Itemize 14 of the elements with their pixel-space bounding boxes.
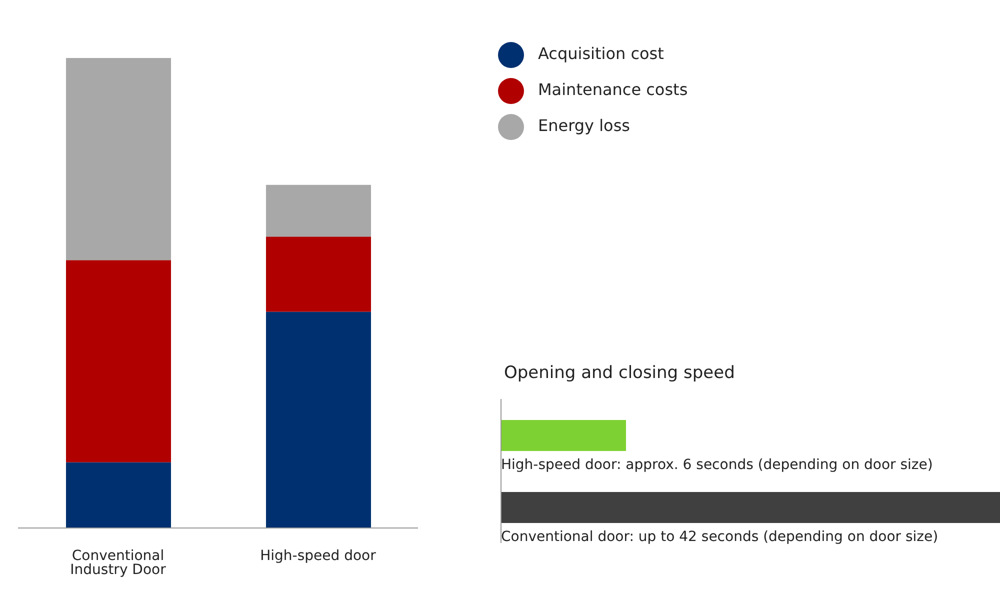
legend-label: Maintenance costs xyxy=(538,80,688,99)
x-tick-label: High-speed door xyxy=(260,548,376,564)
bar xyxy=(266,312,371,528)
bar xyxy=(66,260,171,462)
y-tick-label: Conventional door: up to 42 seconds (depending on door size) xyxy=(501,529,938,545)
legend-label: Energy loss xyxy=(538,116,630,135)
bar xyxy=(66,462,171,528)
x-tick-label: Conventional Industry Door xyxy=(70,548,166,578)
bar xyxy=(266,236,371,312)
legend-label: Acquisition cost xyxy=(538,44,664,63)
chart-title: Opening and closing speed xyxy=(504,363,736,383)
bar xyxy=(66,58,171,260)
bar xyxy=(266,184,371,237)
y-tick-label: High-speed door: approx. 6 seconds (depending on door size) xyxy=(501,457,933,473)
